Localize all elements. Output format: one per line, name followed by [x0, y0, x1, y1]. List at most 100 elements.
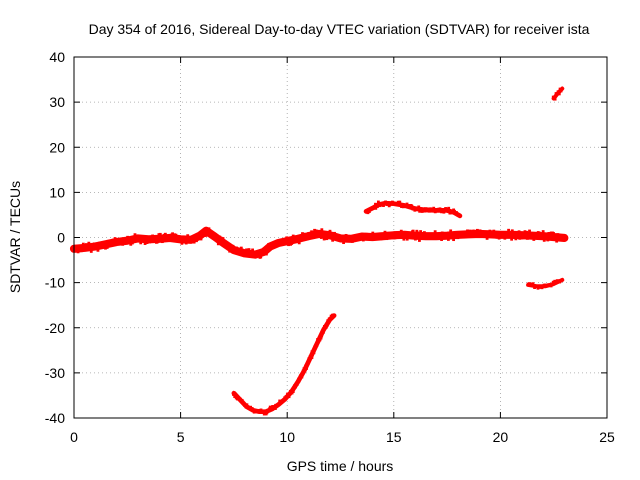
data-point: [212, 236, 215, 240]
data-point: [520, 236, 524, 240]
data-point: [343, 235, 346, 239]
data-point: [229, 245, 233, 249]
data-point: [323, 325, 326, 328]
data-point: [342, 241, 345, 245]
series-line: [69, 226, 569, 259]
data-point: [411, 229, 415, 233]
data-point: [427, 209, 431, 213]
data-point: [333, 231, 336, 235]
x-tick-label: 20: [493, 429, 509, 445]
data-point: [436, 207, 440, 211]
data-point: [334, 237, 338, 241]
data-point: [291, 234, 295, 238]
data-point: [547, 232, 551, 235]
data-point: [535, 284, 539, 288]
data-point: [373, 234, 377, 238]
data-point: [151, 234, 155, 238]
data-point: [317, 234, 321, 237]
data-point: [534, 234, 537, 238]
data-point: [331, 238, 335, 242]
data-point: [104, 246, 107, 250]
data-point: [346, 235, 350, 239]
data-point: [282, 398, 286, 402]
data-point: [320, 228, 324, 232]
data-point: [318, 338, 322, 342]
data-point: [216, 242, 220, 246]
data-point: [189, 239, 193, 243]
data-point: [415, 207, 419, 211]
data-point: [483, 233, 487, 237]
data-point: [305, 235, 309, 239]
data-point: [440, 231, 444, 235]
data-point: [409, 232, 413, 236]
x-tick-label: 5: [177, 429, 185, 445]
data-point: [382, 204, 385, 207]
data-point: [282, 240, 286, 244]
data-point: [420, 210, 424, 213]
data-point: [160, 240, 164, 244]
data-point: [261, 250, 265, 253]
data-point: [89, 250, 93, 253]
data-point: [551, 95, 555, 99]
data-point: [136, 236, 140, 239]
data-point: [338, 234, 342, 238]
data-point: [306, 360, 310, 364]
data-point: [73, 244, 77, 248]
data-point: [314, 229, 318, 233]
data-point: [462, 234, 466, 237]
data-point: [510, 229, 514, 233]
data-point: [265, 245, 269, 249]
data-point: [105, 246, 109, 249]
data-point: [433, 210, 437, 214]
data-point: [395, 202, 399, 206]
data-point: [278, 240, 282, 243]
data-point: [498, 234, 502, 238]
data-point: [415, 229, 419, 233]
data-point: [83, 244, 87, 247]
data-point: [100, 242, 103, 246]
data-point: [312, 351, 316, 355]
data-point: [253, 250, 257, 254]
data-point: [191, 236, 195, 240]
data-point: [555, 92, 559, 96]
data-point: [475, 228, 479, 232]
data-point: [113, 237, 117, 240]
data-point: [301, 232, 304, 235]
data-point: [518, 236, 522, 240]
data-point: [268, 405, 272, 409]
axis-ticks: 0 5 10 15 20 25 -40 -30 -20 -10 0 10 20 30 40: [45, 49, 615, 445]
data-point: [272, 405, 275, 409]
data-point: [538, 286, 542, 289]
data-point: [550, 283, 554, 286]
data-point: [372, 206, 376, 210]
data-point: [121, 242, 125, 246]
data-point: [275, 404, 279, 408]
data-point: [255, 409, 259, 412]
data-point: [331, 313, 335, 317]
data-point: [320, 331, 324, 335]
data-point: [384, 200, 387, 204]
data-point: [360, 234, 364, 238]
data-point: [426, 235, 430, 239]
data-point: [388, 203, 392, 207]
data-point: [393, 236, 397, 240]
data-point: [478, 229, 482, 233]
data-point: [324, 235, 328, 239]
data-point: [316, 338, 319, 341]
data-point: [454, 235, 458, 239]
data-point: [408, 204, 411, 207]
data-point: [416, 231, 419, 235]
data-point: [219, 236, 223, 240]
data-point: [179, 240, 182, 243]
data-point: [533, 286, 536, 290]
data-point: [234, 249, 238, 253]
data-point: [148, 240, 152, 244]
data-point: [543, 283, 547, 287]
data-point: [315, 231, 319, 234]
data-point: [461, 235, 465, 239]
data-point: [186, 234, 190, 238]
data-point: [432, 206, 436, 210]
data-point: [214, 238, 218, 241]
data-point: [553, 97, 557, 101]
data-point: [238, 397, 242, 401]
